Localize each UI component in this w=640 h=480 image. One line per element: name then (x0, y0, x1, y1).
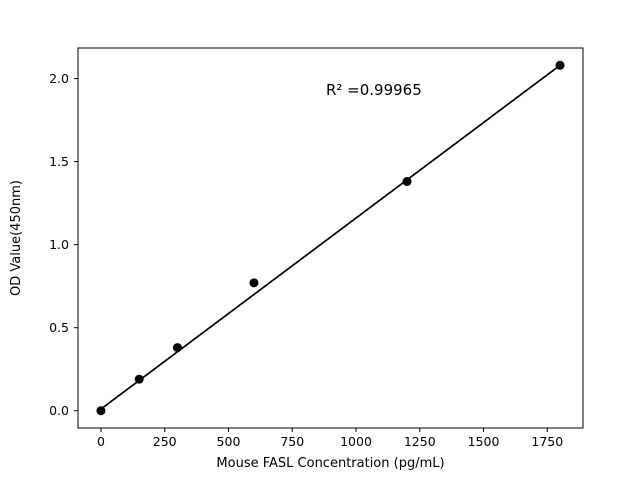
y-tick-label: 0.5 (49, 320, 69, 335)
x-tick-label: 1250 (404, 434, 436, 449)
x-tick-label: 250 (153, 434, 177, 449)
y-tick-label: 2.0 (49, 71, 69, 86)
y-axis-label: OD Value(450nm) (9, 180, 24, 296)
fit-line (100, 64, 561, 410)
x-axis-label: Mouse FASL Concentration (pg/mL) (216, 456, 444, 471)
x-tick-label: 0 (97, 434, 105, 449)
y-tick-label: 1.0 (49, 237, 69, 252)
data-point (96, 406, 106, 416)
x-tick-label: 500 (217, 434, 241, 449)
data-point (249, 278, 259, 288)
data-point (172, 343, 182, 353)
r-squared-annotation: R² =0.99965 (326, 81, 422, 99)
x-tick-label: 1000 (340, 434, 372, 449)
y-tick-label: 0.0 (49, 403, 69, 418)
plot-frame (77, 47, 584, 429)
x-tick-label: 1500 (468, 434, 500, 449)
data-point (555, 60, 565, 70)
x-tick-label: 750 (280, 434, 304, 449)
y-tick-label: 1.5 (49, 154, 69, 169)
data-point (402, 177, 412, 187)
data-point (134, 374, 144, 384)
x-tick-label: 1750 (531, 434, 563, 449)
